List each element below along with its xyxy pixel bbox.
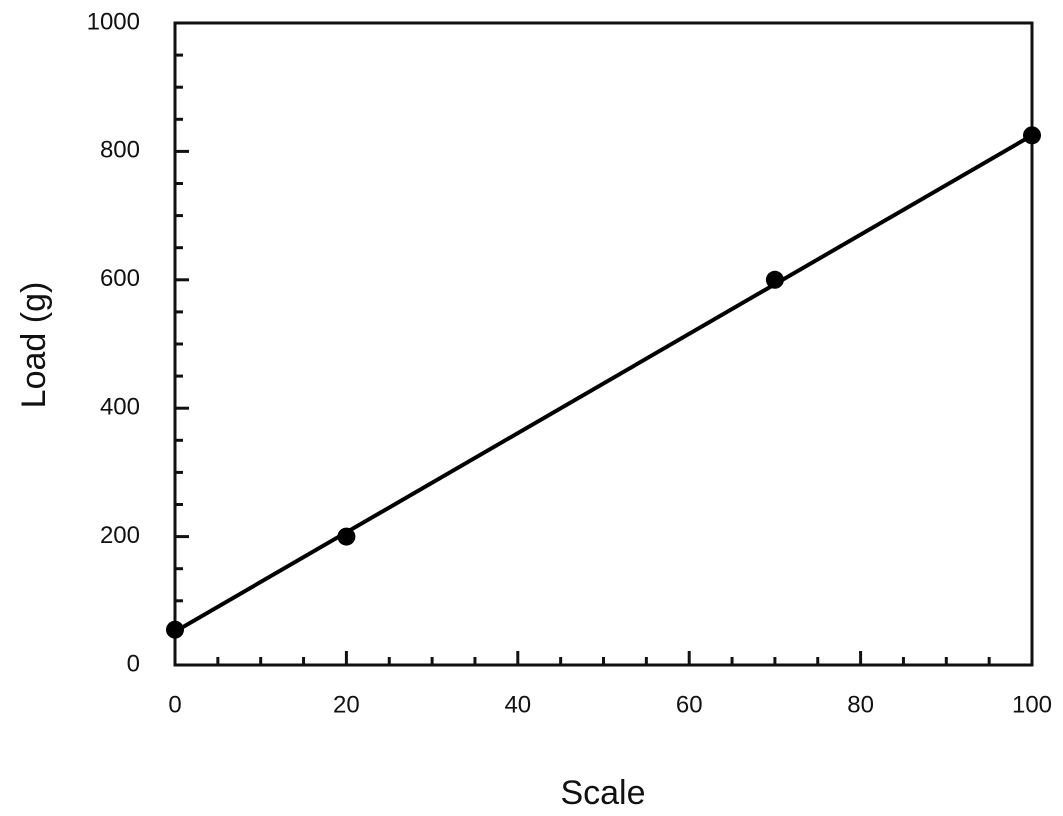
y-tick-label: 0 (127, 650, 140, 677)
x-tick-label: 20 (333, 691, 360, 718)
x-tick-label: 0 (168, 691, 181, 718)
x-tick-label: 80 (847, 691, 874, 718)
y-tick-label: 1000 (87, 8, 140, 35)
x-tick-label: 60 (676, 691, 703, 718)
x-axis-title: Scale (560, 774, 645, 812)
y-tick-label: 800 (100, 137, 140, 164)
y-tick-label: 200 (100, 522, 140, 549)
fit-line (175, 135, 1032, 631)
chart: Scale Load (g) 0204060801000200400600800… (0, 0, 1063, 816)
x-tick-label: 40 (504, 691, 531, 718)
y-tick-label: 400 (100, 394, 140, 421)
y-tick-label: 600 (100, 265, 140, 292)
y-axis-title: Load (g) (15, 282, 53, 409)
x-tick-label: 100 (1012, 691, 1052, 718)
plot-frame (175, 23, 1032, 665)
